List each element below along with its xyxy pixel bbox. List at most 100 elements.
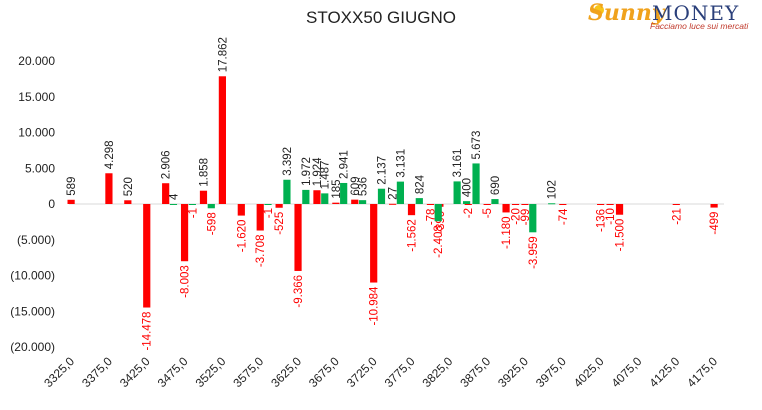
data-label: -2 [463,208,475,218]
bar [415,198,423,204]
bar [521,204,529,205]
bar [332,202,340,204]
data-label: 1.858 [198,158,210,187]
data-label: -1 [263,208,275,218]
bar [256,204,264,231]
bar [462,201,471,204]
data-label: 2.137 [376,156,388,185]
bar [67,199,75,204]
x-tick-label: 3575,0 [230,354,266,390]
data-label: -14.478 [142,312,154,351]
x-tick-label: 4175,0 [684,354,720,390]
bar [672,204,680,205]
bar [548,203,556,205]
data-label: 3.161 [452,149,464,178]
data-label: -78 [425,209,437,226]
y-tick-label: 15.000 [18,90,55,104]
data-label: 2.941 [339,150,351,179]
bar [180,204,189,262]
x-tick-label: 3925,0 [495,354,531,390]
data-label: -1.620 [236,220,248,253]
bar [389,203,397,205]
data-label: -99 [520,209,532,226]
bar [559,204,567,205]
bar [321,193,329,204]
bar [199,190,208,204]
bar [169,203,178,205]
data-label: -8.003 [180,265,192,298]
data-label: 824 [414,174,426,194]
data-label: 2.906 [161,150,173,179]
bar [283,179,291,204]
bar [407,204,416,216]
data-label: 185 [331,179,343,198]
data-label: 1.487 [320,161,332,190]
data-label: -525 [274,212,286,235]
bar [434,204,442,222]
data-label: -598 [206,212,218,235]
bar [377,188,386,204]
x-tick-label: 3475,0 [155,354,191,390]
y-tick-label: 10.000 [18,126,55,140]
bar [491,199,499,204]
y-tick-label: (10.000) [10,269,55,283]
bar [464,204,472,205]
bar [275,204,283,208]
sun-icon [594,5,604,15]
data-label: -3.708 [255,235,267,268]
bar [529,204,537,233]
bar [313,190,321,204]
data-label: 589 [66,177,78,196]
bar [264,204,272,205]
logo-brand-a: Sunny [588,0,665,26]
bar [162,183,170,204]
bar [396,181,404,204]
data-label: -21 [671,208,683,225]
data-label: -3.959 [528,236,540,269]
y-tick-label: (15.000) [10,304,55,318]
bar [483,204,491,205]
y-tick-label: 0 [48,197,55,211]
data-label: 609 [350,176,362,195]
bar [143,204,151,308]
chart-title: STOXX50 GIUGNO [306,8,456,27]
data-label: -10.984 [369,286,381,326]
data-label: 4 [168,193,180,200]
bar [502,204,510,213]
bar [340,182,348,204]
data-label: 4.298 [104,140,116,169]
y-tick-label: 5.000 [25,161,55,175]
bar [710,204,718,208]
data-label: 27 [388,187,400,200]
x-tick-label: 3775,0 [382,354,418,390]
x-tick-label: 3725,0 [344,354,380,390]
bar [426,204,435,205]
bar [188,204,196,205]
data-label: 102 [547,180,559,199]
y-tick-label: 20.000 [18,54,55,68]
data-label: 3.392 [282,147,294,176]
x-tick-label: 3675,0 [306,354,342,390]
bar [615,204,624,215]
brand-logo: Sunny MONEY Facciamo luce sui mercati [588,0,758,32]
x-tick-label: 3875,0 [457,354,493,390]
y-tick-label: (5.000) [17,233,55,247]
data-label: 520 [123,177,135,196]
logo-brand-b: MONEY [652,1,740,25]
x-tick-label: 3975,0 [533,354,569,390]
x-tick-label: 3625,0 [268,354,304,390]
bar [207,204,215,209]
data-label: 1.972 [301,157,313,186]
bar [124,200,132,204]
bar [472,163,480,204]
data-label: -20 [511,208,523,225]
data-label: -499 [709,212,721,235]
data-label: -1.562 [407,219,419,252]
x-tick-label: 3425,0 [117,354,153,390]
bar [351,199,359,204]
data-label: 400 [462,178,474,197]
data-label: -74 [558,208,570,225]
logo-tagline: Facciamo luce sui mercati [650,21,749,31]
